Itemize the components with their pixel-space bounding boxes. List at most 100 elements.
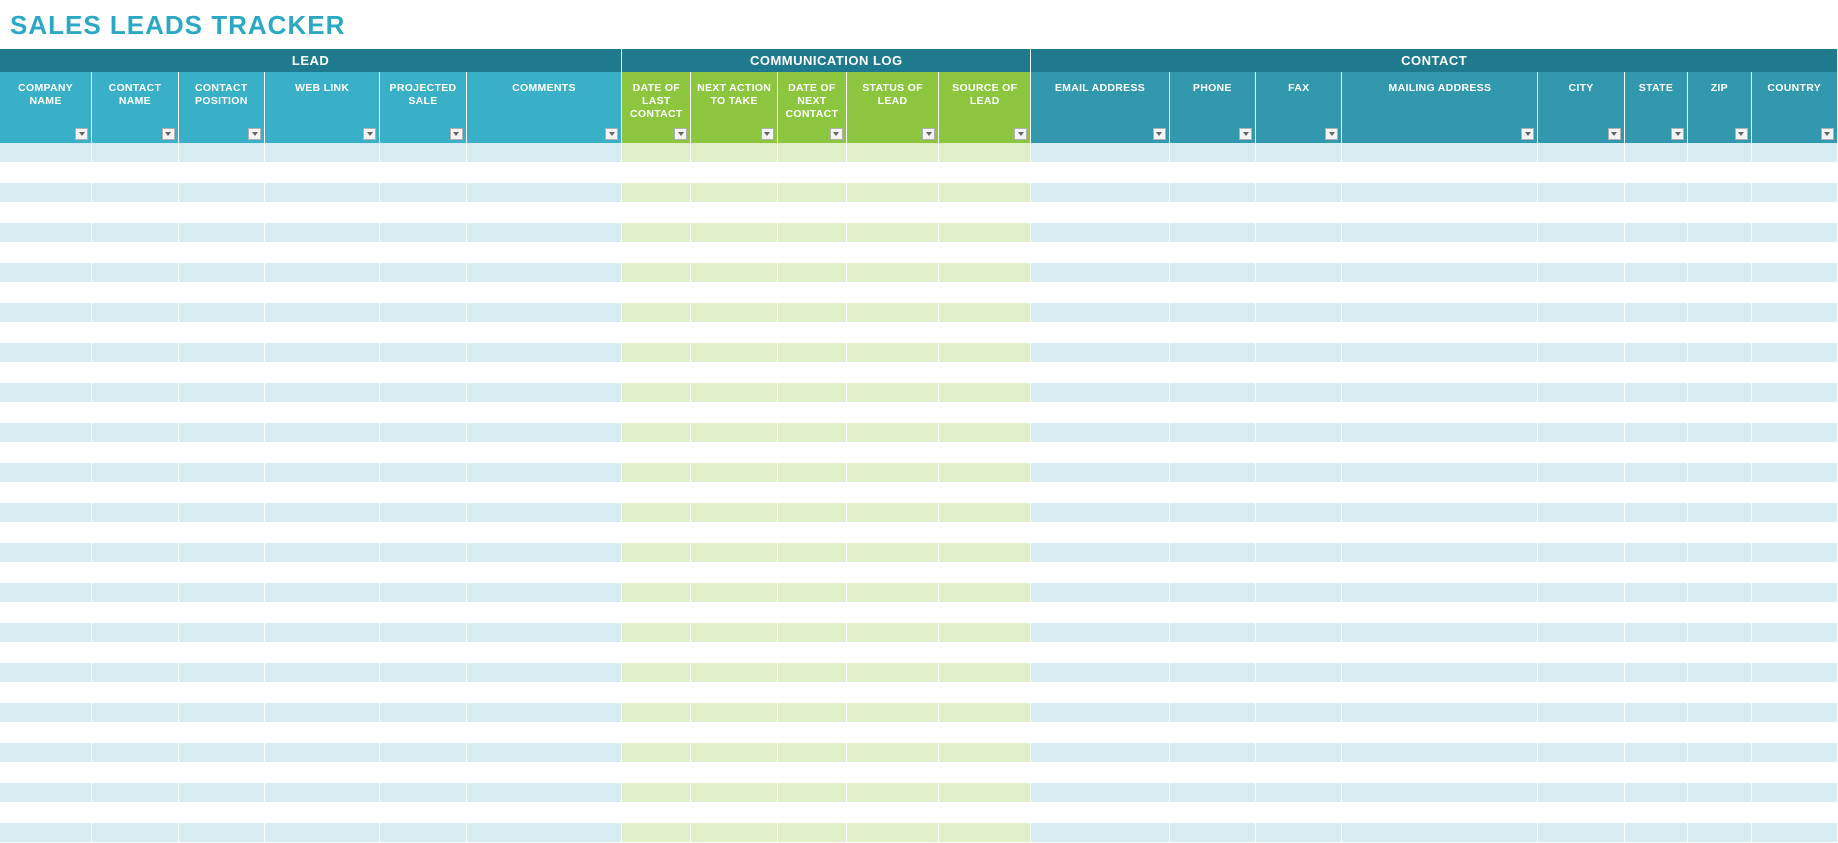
data-cell[interactable]	[1625, 503, 1688, 523]
data-cell[interactable]	[847, 383, 939, 403]
data-cell[interactable]	[939, 463, 1031, 483]
data-cell[interactable]	[1538, 723, 1624, 743]
data-cell[interactable]	[1688, 463, 1751, 483]
data-cell[interactable]	[1625, 483, 1688, 503]
data-cell[interactable]	[0, 763, 92, 783]
data-cell[interactable]	[1752, 723, 1838, 743]
data-cell[interactable]	[1342, 683, 1538, 703]
data-cell[interactable]	[1688, 143, 1751, 163]
data-cell[interactable]	[1170, 563, 1256, 583]
data-cell[interactable]	[622, 403, 691, 423]
data-cell[interactable]	[92, 343, 178, 363]
data-cell[interactable]	[778, 483, 847, 503]
data-cell[interactable]	[691, 503, 777, 523]
data-cell[interactable]	[622, 803, 691, 823]
data-cell[interactable]	[691, 803, 777, 823]
filter-dropdown-icon[interactable]	[1153, 128, 1166, 140]
filter-dropdown-icon[interactable]	[1671, 128, 1684, 140]
data-cell[interactable]	[691, 323, 777, 343]
data-cell[interactable]	[939, 243, 1031, 263]
filter-dropdown-icon[interactable]	[830, 128, 843, 140]
data-cell[interactable]	[380, 203, 466, 223]
data-cell[interactable]	[939, 823, 1031, 843]
data-cell[interactable]	[380, 363, 466, 383]
data-cell[interactable]	[1170, 503, 1256, 523]
data-cell[interactable]	[1625, 463, 1688, 483]
data-cell[interactable]	[1538, 643, 1624, 663]
data-cell[interactable]	[691, 743, 777, 763]
data-cell[interactable]	[467, 543, 623, 563]
data-cell[interactable]	[467, 263, 623, 283]
data-cell[interactable]	[179, 283, 265, 303]
data-cell[interactable]	[1538, 703, 1624, 723]
data-cell[interactable]	[380, 243, 466, 263]
data-cell[interactable]	[265, 683, 380, 703]
data-cell[interactable]	[0, 803, 92, 823]
data-cell[interactable]	[1170, 483, 1256, 503]
data-cell[interactable]	[1256, 743, 1342, 763]
data-cell[interactable]	[1625, 723, 1688, 743]
data-cell[interactable]	[1538, 603, 1624, 623]
data-cell[interactable]	[1031, 283, 1169, 303]
data-cell[interactable]	[1256, 463, 1342, 483]
data-cell[interactable]	[1625, 403, 1688, 423]
data-cell[interactable]	[1538, 823, 1624, 843]
data-cell[interactable]	[92, 803, 178, 823]
column-header[interactable]: ZIP	[1688, 72, 1751, 143]
data-cell[interactable]	[1625, 523, 1688, 543]
data-cell[interactable]	[265, 183, 380, 203]
data-cell[interactable]	[265, 423, 380, 443]
data-cell[interactable]	[1688, 563, 1751, 583]
column-header[interactable]: MAILING ADDRESS	[1342, 72, 1538, 143]
data-cell[interactable]	[1170, 323, 1256, 343]
data-cell[interactable]	[1752, 603, 1838, 623]
data-cell[interactable]	[92, 443, 178, 463]
data-cell[interactable]	[179, 603, 265, 623]
data-cell[interactable]	[380, 543, 466, 563]
column-header[interactable]: COMMENTS	[467, 72, 623, 143]
data-cell[interactable]	[847, 223, 939, 243]
data-cell[interactable]	[1031, 243, 1169, 263]
data-cell[interactable]	[0, 263, 92, 283]
data-cell[interactable]	[1538, 663, 1624, 683]
data-cell[interactable]	[179, 803, 265, 823]
data-cell[interactable]	[92, 603, 178, 623]
data-cell[interactable]	[778, 663, 847, 683]
data-cell[interactable]	[691, 203, 777, 223]
data-cell[interactable]	[179, 423, 265, 443]
data-cell[interactable]	[1625, 363, 1688, 383]
data-cell[interactable]	[939, 643, 1031, 663]
data-cell[interactable]	[179, 683, 265, 703]
data-cell[interactable]	[939, 183, 1031, 203]
data-cell[interactable]	[1170, 543, 1256, 563]
column-header[interactable]: COUNTRY	[1752, 72, 1838, 143]
data-cell[interactable]	[1170, 663, 1256, 683]
data-cell[interactable]	[179, 343, 265, 363]
data-cell[interactable]	[1752, 683, 1838, 703]
column-header[interactable]: CONTACT NAME	[92, 72, 178, 143]
data-cell[interactable]	[1342, 703, 1538, 723]
data-cell[interactable]	[179, 263, 265, 283]
data-cell[interactable]	[92, 823, 178, 843]
data-cell[interactable]	[939, 663, 1031, 683]
data-cell[interactable]	[691, 163, 777, 183]
data-cell[interactable]	[1625, 743, 1688, 763]
data-cell[interactable]	[1688, 203, 1751, 223]
data-cell[interactable]	[92, 483, 178, 503]
data-cell[interactable]	[0, 583, 92, 603]
data-cell[interactable]	[1031, 423, 1169, 443]
data-cell[interactable]	[1256, 263, 1342, 283]
data-cell[interactable]	[1625, 763, 1688, 783]
data-cell[interactable]	[467, 783, 623, 803]
data-cell[interactable]	[778, 203, 847, 223]
data-cell[interactable]	[1256, 303, 1342, 323]
data-cell[interactable]	[265, 723, 380, 743]
data-cell[interactable]	[1342, 603, 1538, 623]
data-cell[interactable]	[1538, 743, 1624, 763]
data-cell[interactable]	[265, 703, 380, 723]
data-cell[interactable]	[622, 303, 691, 323]
data-cell[interactable]	[467, 563, 623, 583]
data-cell[interactable]	[0, 563, 92, 583]
data-cell[interactable]	[0, 483, 92, 503]
data-cell[interactable]	[1031, 703, 1169, 723]
